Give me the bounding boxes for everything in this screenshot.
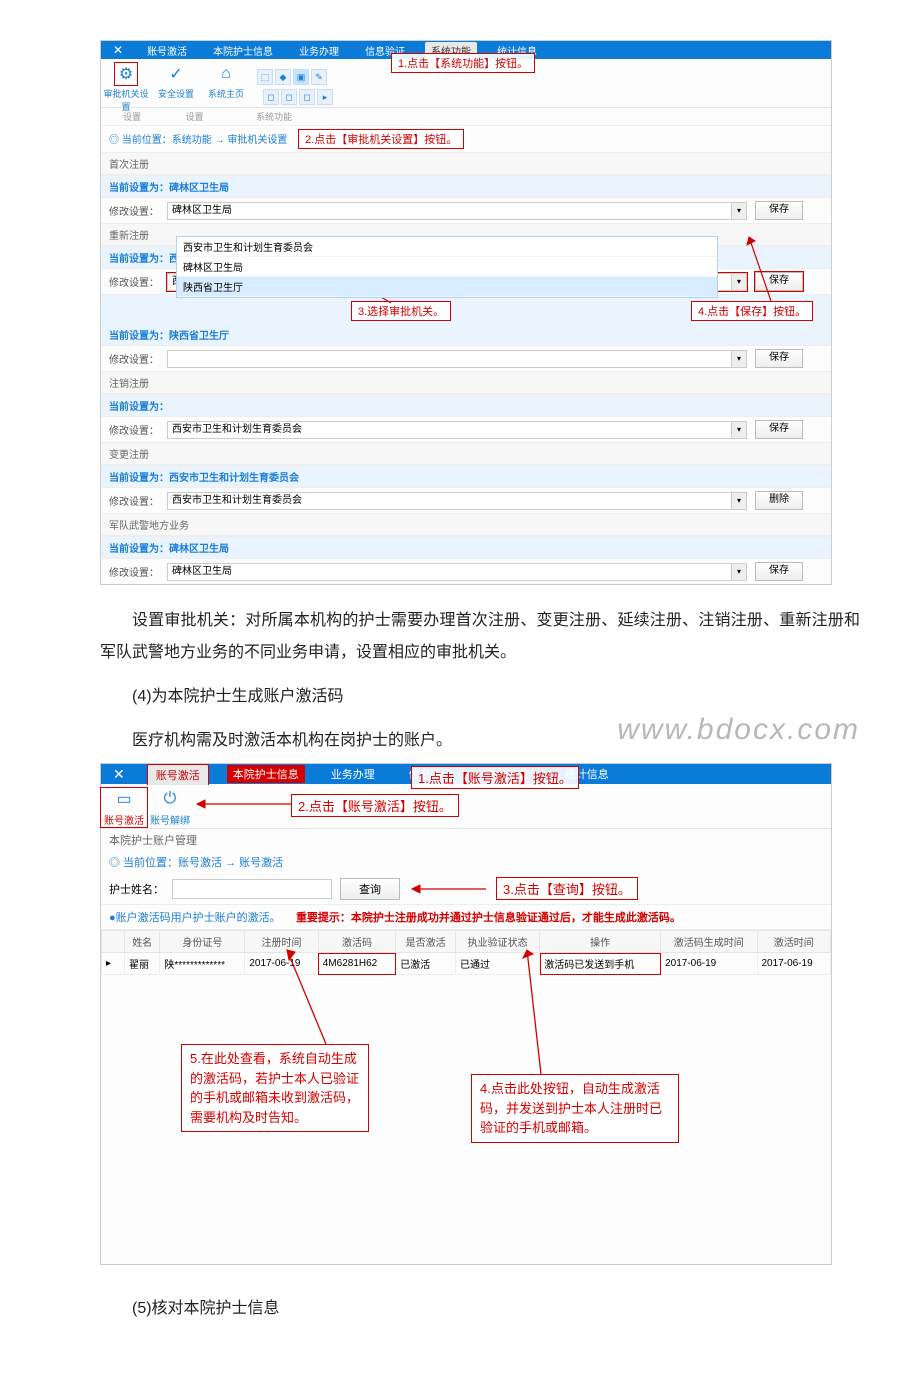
toolbar-security[interactable]: ✓ 安全设置 (151, 63, 201, 100)
gear-icon: ⚙ (119, 64, 133, 84)
heading-5: (5)核对本院护士信息 (100, 1293, 860, 1325)
table-header-row: 姓名 身份证号 注册时间 激活码 是否激活 执业验证状态 操作 激活码生成时间 … (102, 931, 831, 953)
col-codetime: 激活码生成时间 (661, 931, 757, 953)
activation-code-cell: 4M6281H62 (318, 953, 395, 975)
mini-icon[interactable]: ◻ (263, 89, 279, 105)
save-button[interactable]: 保存 (755, 349, 803, 368)
app-logo-icon: ✕ (113, 766, 125, 783)
section-header: 注销注册 (101, 371, 831, 394)
power-icon: ⏻ (164, 790, 177, 808)
search-label: 护士姓名： (109, 881, 164, 897)
form-row: 修改设置： 碑林区卫生局▾ 保存 (101, 559, 831, 584)
mini-icon-row2: ◻ ◻ ◻ ▸ (257, 83, 333, 105)
toolbar: ▭ 账号激活 ⏻ 账号解绑 1.点击【账号激活】按钮。 2.2.点击【账号激活】… (101, 784, 831, 829)
col-acttime: 激活时间 (757, 931, 831, 953)
nurse-name-input[interactable] (172, 879, 332, 899)
col-action: 操作 (540, 931, 661, 953)
tab-nurse-info[interactable]: 本院护士信息 (207, 42, 279, 59)
table-row[interactable]: ▸ 翟丽 陕************* 2017-06-19 4M6281H62… (102, 953, 831, 975)
callout-step2: 2.2.点击【账号激活】按钮。点击【账号激活】按钮。 (291, 794, 459, 817)
section-header: 变更注册 (101, 442, 831, 465)
callout-step4: 4.点击此处按钮，自动生成激活码，并发送到护士本人注册时已验证的手机或邮箱。 (471, 1074, 679, 1143)
send-code-button[interactable]: 激活码已发送到手机 (540, 953, 661, 975)
hint-bar: ●账户激活码用户护士账户的激活。 重要提示：本院护士注册成功并通过护士信息验证通… (101, 904, 831, 930)
select-authority[interactable]: 西安市卫生和计划生育委员会▾ (167, 492, 747, 510)
select-authority[interactable]: 碑林区卫生局▾ (167, 563, 747, 581)
chevron-down-icon: ▾ (731, 351, 746, 367)
select-authority[interactable]: ▾ (167, 350, 747, 368)
callout-step3: 3.点击【查询】按钮。 (496, 877, 638, 900)
dropdown-option-selected[interactable]: 陕西省卫生厅 (177, 277, 717, 297)
home-icon: ⌂ (221, 65, 231, 83)
heading-4: (4)为本院护士生成账户激活码 (100, 681, 860, 713)
dropdown-option[interactable]: 碑林区卫生局 (177, 257, 717, 277)
chevron-down-icon: ▾ (731, 422, 746, 438)
current-setting: 当前设置为：西安市卫生和计划生育委员会 (101, 465, 831, 488)
delete-button[interactable]: 删除 (755, 491, 803, 510)
col-activated: 是否激活 (396, 931, 456, 953)
toolbar-activate[interactable]: ▭ 账号激活 (101, 788, 147, 827)
save-button[interactable]: 保存 (755, 201, 803, 220)
toolbar: ⚙ 审批机关设置 ✓ 安全设置 ⌂ 系统主页 ⬚ ◆ ▣ ✎ ◻ ◻ ◻ ▸ (101, 59, 831, 108)
app-logo-icon: ✕ (113, 43, 123, 57)
callout-step2: 2.点击【审批机关设置】按钮。 (298, 129, 464, 149)
save-button[interactable]: 保存 (755, 420, 803, 439)
chevron-down-icon: ▾ (731, 203, 746, 219)
callout-step5: 5.在此处查看，系统自动生成的激活码，若护士本人已验证的手机或邮箱未收到激活码，… (181, 1044, 369, 1132)
dropdown-list[interactable]: 西安市卫生和计划生育委员会 碑林区卫生局 陕西省卫生厅 (176, 236, 718, 298)
mini-icon[interactable]: ◻ (299, 89, 315, 105)
toolbar-sublabel: 设置 设置 系统功能 (101, 108, 831, 126)
search-button[interactable]: 查询 (340, 878, 400, 900)
form-row: 修改设置： 西安市卫生和计划生育委员会▾ 删除 (101, 488, 831, 513)
chevron-down-icon: ▾ (731, 274, 746, 290)
breadcrumb: ◎ 当前位置：账号激活 → 账号激活 (101, 851, 831, 873)
chevron-down-icon: ▾ (731, 564, 746, 580)
screenshot-approval-settings: ✕ 账号激活 本院护士信息 业务办理 信息验证 系统功能 统计信息 ⚙ 审批机关… (100, 40, 832, 585)
toolbar-unbind[interactable]: ⏻ 账号解绑 (147, 788, 193, 827)
tab-activate[interactable]: 账号激活 (141, 42, 193, 59)
toolbar-sublabel: 本院护士账户管理 (101, 829, 831, 851)
book-icon: ▭ (116, 789, 131, 809)
col-regtime: 注册时间 (245, 931, 318, 953)
section-header: 首次注册 (101, 152, 831, 175)
save-button-highlight[interactable]: 保存 (755, 272, 803, 291)
current-setting: 当前设置为：碑林区卫生局 (101, 175, 831, 198)
tab-nurse-info[interactable]: 本院护士信息 (227, 765, 305, 783)
section-header: 军队武警地方业务 (101, 513, 831, 536)
callout-step4: 4.点击【保存】按钮。 (691, 301, 813, 321)
select-authority[interactable]: 西安市卫生和计划生育委员会▾ (167, 421, 747, 439)
col-id: 身份证号 (160, 931, 245, 953)
current-setting: 当前设置为： (101, 394, 831, 417)
paragraph: 设置审批机关：对所属本机构的护士需要办理首次注册、变更注册、延续注册、注销注册、… (100, 605, 860, 669)
select-authority[interactable]: 碑林区卫生局▾ (167, 202, 747, 220)
paragraph: 医疗机构需及时激活本机构在岗护士的账户。 (100, 725, 860, 757)
tab-business[interactable]: 业务办理 (293, 42, 345, 59)
shield-icon: ✓ (169, 64, 182, 84)
current-setting: 当前设置为：碑林区卫生局 (101, 536, 831, 559)
col-name: 姓名 (125, 931, 160, 953)
tab-activate[interactable]: 账号激活 (147, 764, 209, 785)
mini-icon-row: ⬚ ◆ ▣ ✎ (251, 63, 327, 85)
callout-step3: 3.选择审批机关。 (351, 301, 451, 321)
form-row: 修改设置： 西安市卫生和计划生育委员会▾ 保存 (101, 417, 831, 442)
toolbar-approval-setting[interactable]: ⚙ 审批机关设置 (101, 63, 151, 113)
mini-icon[interactable]: ◻ (281, 89, 297, 105)
search-row: 护士姓名： 查询 3.点击【查询】按钮。 (101, 873, 831, 904)
col-code: 激活码 (318, 931, 395, 953)
tab-business[interactable]: 业务办理 (323, 764, 383, 784)
toolbar-home[interactable]: ⌂ 系统主页 (201, 63, 251, 100)
callout-step1: 1.点击【账号激活】按钮。 (411, 766, 579, 789)
dropdown-option[interactable]: 西安市卫生和计划生育委员会 (177, 237, 717, 257)
col-verify: 执业验证状态 (456, 931, 540, 953)
nurse-table: 姓名 身份证号 注册时间 激活码 是否激活 执业验证状态 操作 激活码生成时间 … (101, 930, 831, 975)
form-row: 修改设置： ▾ 保存 (101, 346, 831, 371)
screenshot-account-activation: ✕ 账号激活 本院护士信息 业务办理 信息验证 系统功能 统计信息 ▭ 账号激活… (100, 763, 832, 1265)
breadcrumb: ◎ 当前位置：系统功能 → 审批机关设置 2.点击【审批机关设置】按钮。 (101, 126, 831, 152)
callout-step1: 1.点击【系统功能】按钮。 (391, 53, 535, 73)
chevron-down-icon: ▾ (731, 493, 746, 509)
mini-icon[interactable]: ▸ (317, 89, 333, 105)
form-row: 修改设置： 碑林区卫生局▾ 保存 (101, 198, 831, 223)
save-button[interactable]: 保存 (755, 562, 803, 581)
